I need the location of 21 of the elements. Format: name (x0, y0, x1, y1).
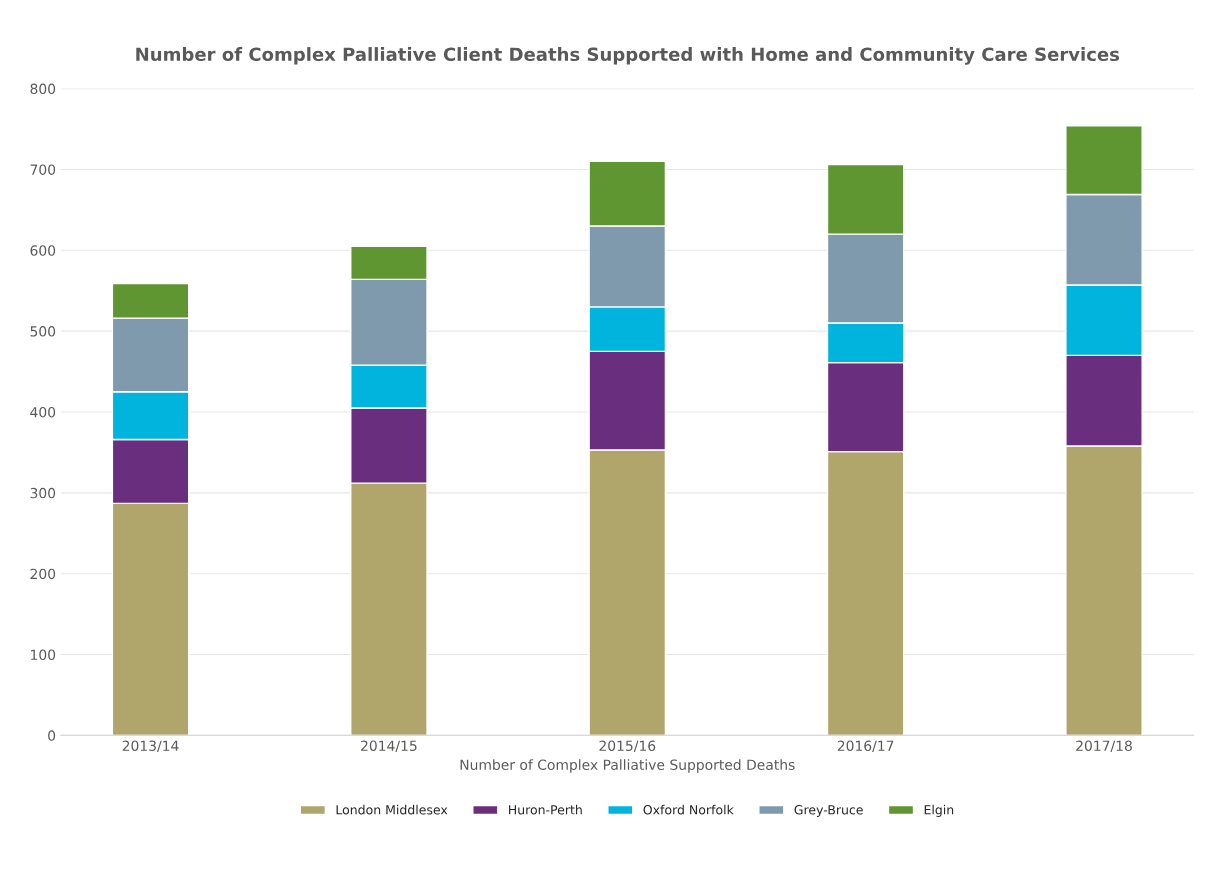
x-tick-label: 2016/17 (837, 740, 894, 753)
legend-label: Grey-Bruce (794, 805, 863, 817)
y-tick-label: 200 (30, 568, 56, 580)
chart-title: Number of Complex Palliative Client Deaths Supported with Home and Community Care Services (136, 47, 1120, 65)
y-tick-label: 500 (30, 326, 56, 337)
x-tick-label: 2014/15 (361, 740, 417, 753)
x-axis-title: Number of Complex Palliative Supported Deaths (460, 759, 795, 773)
x-tick-label: 2015/16 (599, 740, 656, 753)
y-tick-label: 300 (30, 487, 56, 499)
x-tick-label: 2013/14 (122, 740, 179, 753)
y-tick-label: 400 (30, 406, 56, 418)
legend-label: Elgin (924, 804, 954, 817)
legend-label: Huron-Perth (509, 804, 582, 815)
y-tick-label: 700 (30, 164, 56, 175)
y-tick-label: 0 (48, 730, 56, 741)
y-tick-label: 600 (30, 245, 56, 256)
y-tick-label: 800 (30, 83, 56, 95)
x-tick-label: 2017/18 (1076, 740, 1132, 753)
legend-label: London Middlesex (336, 804, 448, 815)
legend-label: Oxford Norfolk (643, 804, 734, 815)
y-tick-label: 100 (31, 649, 56, 661)
